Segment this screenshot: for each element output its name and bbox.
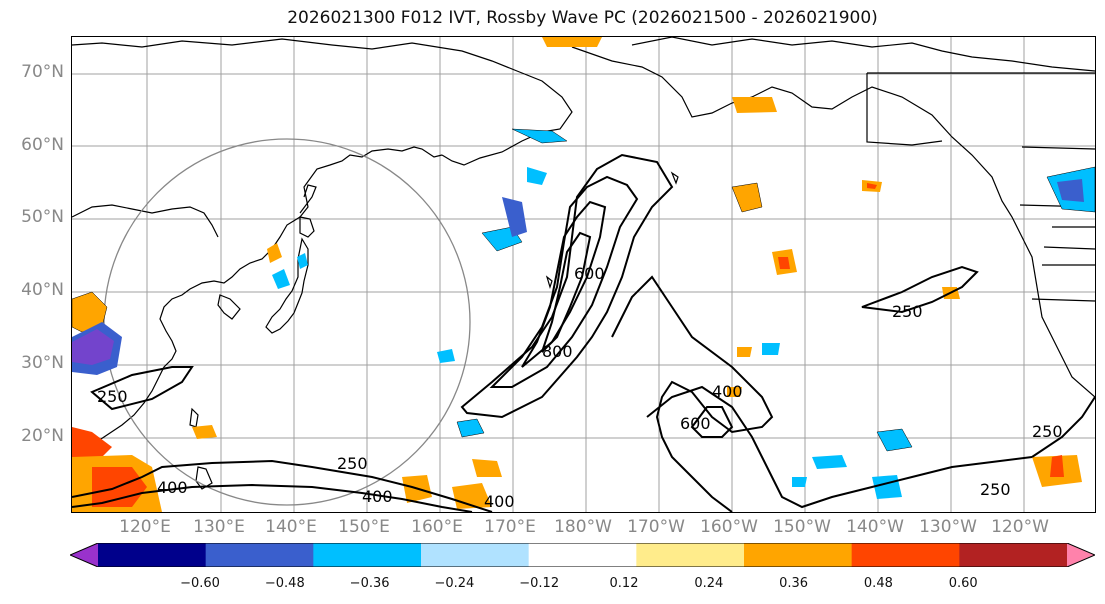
lon-label-140e: 140°E [265, 517, 317, 537]
contour-label: 400 [362, 487, 393, 506]
contour-label: 600 [574, 264, 605, 283]
colorbar-tick-label: 0.24 [694, 576, 723, 591]
colorbar-segment [313, 543, 421, 567]
colorbar-segment [529, 543, 637, 567]
coastlines [72, 37, 1095, 489]
lon-label-140w: 140°W [846, 517, 904, 537]
lon-label-170w: 170°W [627, 517, 685, 537]
colorbar-segment [959, 543, 1067, 567]
colorbar-tick-label: 0.60 [949, 576, 978, 591]
contour-label: 250 [337, 454, 368, 473]
lon-label-130e: 130°E [193, 517, 245, 537]
colorbar [70, 543, 1095, 567]
contour-label: 400 [712, 382, 743, 401]
contour-label: 250 [1032, 422, 1063, 441]
colorbar-segment [852, 543, 960, 567]
lon-label-160e: 160°E [411, 517, 463, 537]
colorbar-tick-label: 0.12 [610, 576, 639, 591]
colorbar-segment [744, 543, 852, 567]
contour-label: 400 [484, 492, 515, 511]
colorbar-tick-label: 0.36 [779, 576, 808, 591]
colorbar-tick-label: 0.48 [864, 576, 893, 591]
colorbar-tick-label: −0.60 [180, 576, 220, 591]
contour-label: 250 [892, 302, 923, 321]
map-panel[interactable]: 250 250 250 250 400 400 400 400 600 600 … [71, 36, 1096, 513]
colorbar-tick-label: −0.48 [265, 576, 305, 591]
contour-label: 400 [157, 478, 188, 497]
colorbar-tick-label: −0.12 [519, 576, 559, 591]
lon-label-160w: 160°W [700, 517, 758, 537]
colorbar-segment [421, 543, 529, 567]
colorbar-extend-low [70, 543, 98, 567]
lon-label-120e: 120°E [119, 517, 171, 537]
lon-label-130w: 130°W [919, 517, 977, 537]
lat-label-20n: 20°N [6, 426, 64, 446]
lat-label-60n: 60°N [6, 135, 64, 155]
ivt-contours [72, 155, 1095, 512]
colorbar-tick-label: −0.24 [434, 576, 474, 591]
colorbar-tick-label: −0.36 [350, 576, 390, 591]
contour-label: 600 [680, 414, 711, 433]
colorbar-segment [636, 543, 744, 567]
colorbar-extend-high [1067, 543, 1095, 567]
contour-label: 250 [97, 387, 128, 406]
lat-label-50n: 50°N [6, 207, 64, 227]
lon-label-120w: 120°W [991, 517, 1049, 537]
lon-label-150e: 150°E [338, 517, 390, 537]
colorbar-segment [98, 543, 206, 567]
lat-label-70n: 70°N [6, 62, 64, 82]
colorbar-segment [206, 543, 314, 567]
map-title: 2026021300 F012 IVT, Rossby Wave PC (202… [0, 8, 1105, 28]
contour-label: 250 [980, 480, 1011, 499]
lon-label-170e: 170°E [484, 517, 536, 537]
contour-label: 800 [542, 342, 573, 361]
lat-label-40n: 40°N [6, 280, 64, 300]
lon-label-150w: 150°W [773, 517, 831, 537]
lat-label-30n: 30°N [6, 353, 64, 373]
lon-label-180w: 180°W [554, 517, 612, 537]
